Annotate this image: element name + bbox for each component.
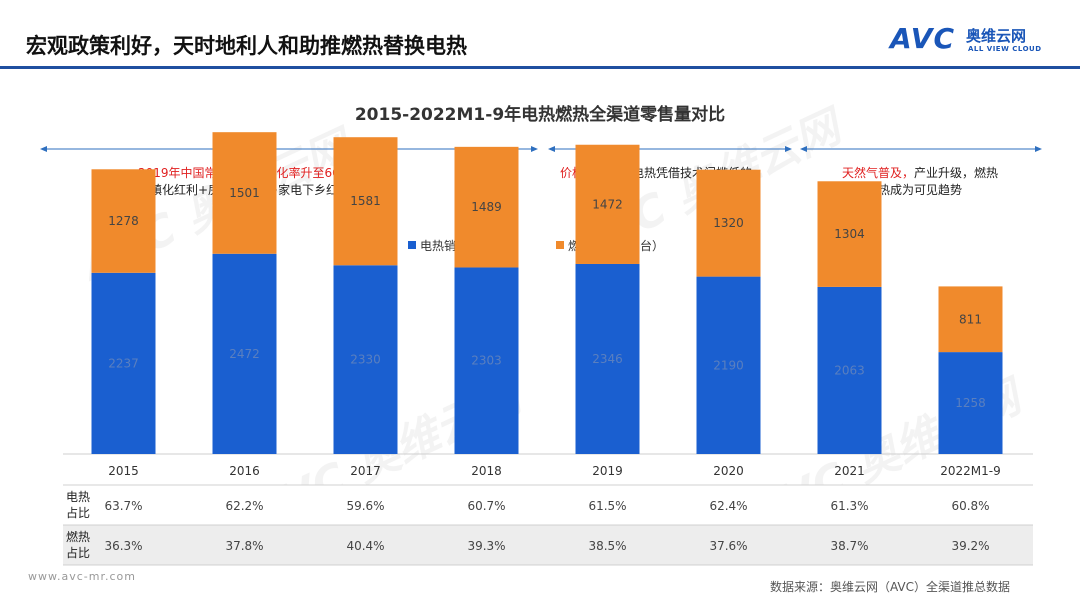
bar-electric <box>817 286 882 454</box>
table-cell: 60.7% <box>467 499 505 513</box>
bar-gas <box>91 169 156 273</box>
table-cell: 37.6% <box>709 539 747 553</box>
period-arrow-head-right <box>531 146 538 152</box>
annotation-text: 产业升级，燃热 <box>914 166 999 180</box>
data-label-electric: 2346 <box>592 352 623 366</box>
data-label-gas: 1501 <box>229 186 260 200</box>
bar-gas <box>212 132 277 254</box>
data-label-gas: 1320 <box>713 216 744 230</box>
table-cell: 63.7% <box>104 499 142 513</box>
table-cell: 39.2% <box>951 539 989 553</box>
annotation-highlight: 天然气普及， <box>842 166 915 180</box>
footer-source: 数据来源：奥维云网（AVC）全渠道推总数据 <box>769 580 1010 594</box>
table-cell: 36.3% <box>104 539 142 553</box>
data-label-gas: 811 <box>959 312 982 326</box>
bar-electric <box>91 272 156 454</box>
table-cell: 61.5% <box>588 499 626 513</box>
table-cell: 39.3% <box>467 539 505 553</box>
bar-gas <box>696 169 761 277</box>
period-arrow-head-right <box>785 146 792 152</box>
header: 宏观政策利好，天时地利人和助推燃热替换电热 AVC 奥维云网 ALL VIEW … <box>0 0 1080 69</box>
x-tick-label: 2020 <box>713 464 744 478</box>
logo-cn-text: 奥维云网 <box>966 27 1027 45</box>
table-row-label: 占比 <box>66 545 90 560</box>
legend-swatch-gas <box>556 241 564 249</box>
x-tick-label: 2016 <box>229 464 260 478</box>
logo-avc-text: AVC <box>890 22 955 55</box>
page-title: 宏观政策利好，天时地利人和助推燃热替换电热 <box>26 34 467 58</box>
bar-gas <box>938 286 1003 353</box>
table-cell: 38.5% <box>588 539 626 553</box>
bar-gas <box>333 137 398 266</box>
x-tick-label: 2021 <box>834 464 865 478</box>
x-tick-label: 2015 <box>108 464 139 478</box>
data-label-gas: 1278 <box>108 214 139 228</box>
chart-title: 2015-2022M1-9年电热燃热全渠道零售量对比 <box>354 105 726 125</box>
data-label-electric: 1258 <box>955 396 986 410</box>
period-arrow-head-left <box>548 146 555 152</box>
bar-electric <box>454 267 519 454</box>
table-cell: 60.8% <box>951 499 989 513</box>
bar-gas <box>575 144 640 264</box>
table-row-label: 占比 <box>66 505 90 520</box>
table-cell: 38.7% <box>830 539 868 553</box>
data-label-gas: 1489 <box>471 200 502 214</box>
data-label-electric: 2330 <box>350 353 381 367</box>
data-label-gas: 1304 <box>834 227 865 241</box>
data-label-gas: 1472 <box>592 197 623 211</box>
period-arrow-head-left <box>40 146 47 152</box>
data-label-electric: 2472 <box>229 347 260 361</box>
table-cell: 59.6% <box>346 499 384 513</box>
bar-electric <box>696 276 761 454</box>
legend-swatch-electric <box>408 241 416 249</box>
table-row-bg <box>63 525 1033 565</box>
period-arrow-head-right <box>1035 146 1042 152</box>
data-label-electric: 2063 <box>834 363 865 377</box>
x-tick-label: 2022M1-9 <box>940 464 1001 478</box>
x-tick-label: 2017 <box>350 464 381 478</box>
data-label-gas: 1581 <box>350 194 381 208</box>
table-cell: 62.4% <box>709 499 747 513</box>
bar-gas <box>454 146 519 268</box>
table-cell: 37.8% <box>225 539 263 553</box>
bar-electric <box>333 265 398 454</box>
x-tick-label: 2018 <box>471 464 502 478</box>
table-cell: 61.3% <box>830 499 868 513</box>
bar-gas <box>817 181 882 287</box>
x-tick-label: 2019 <box>592 464 623 478</box>
data-label-electric: 2237 <box>108 356 139 370</box>
data-label-electric: 2190 <box>713 358 744 372</box>
table-row-label: 燃热 <box>66 529 90 544</box>
bar-electric <box>212 253 277 454</box>
bar-electric <box>938 352 1003 454</box>
table-row-label: 电热 <box>66 490 90 504</box>
logo-en-text: ALL VIEW CLOUD <box>968 45 1042 53</box>
period-arrow-head-left <box>800 146 807 152</box>
footer-url: www.avc-mr.com <box>28 570 136 583</box>
table-row-bg <box>63 485 1033 525</box>
header-divider <box>0 66 1080 69</box>
table-cell: 62.2% <box>225 499 263 513</box>
avc-logo: AVC 奥维云网 ALL VIEW CLOUD <box>890 24 1070 54</box>
bar-electric <box>575 263 640 454</box>
table-cell: 40.4% <box>346 539 384 553</box>
data-label-electric: 2303 <box>471 354 502 368</box>
